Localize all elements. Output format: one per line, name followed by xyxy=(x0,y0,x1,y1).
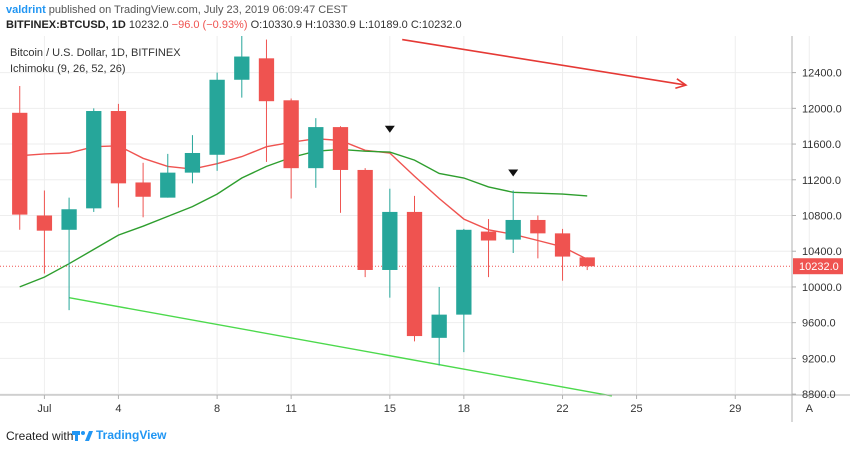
candle-body xyxy=(36,215,53,231)
y-tick-label: 10800.0 xyxy=(802,211,842,223)
y-tick-label: 9600.0 xyxy=(802,318,836,330)
chart-footer: Created with TradingView xyxy=(0,422,850,450)
candle-body xyxy=(135,182,151,197)
candle-body xyxy=(110,111,127,184)
candle-body xyxy=(12,112,28,215)
candle-body xyxy=(332,127,349,170)
y-tick-label: 10000.0 xyxy=(802,282,842,294)
created-with-text: Created with xyxy=(6,429,74,443)
trend-arrow-head xyxy=(675,78,688,90)
current-price-tag: 10232.0 xyxy=(793,258,843,275)
x-tick-label: 25 xyxy=(630,403,642,415)
x-tick-label: A xyxy=(806,403,814,415)
candle-body xyxy=(283,100,299,169)
ohlc-summary: BITFINEX:BTCUSD, 1D 10232.0 −96.0 (−0.93… xyxy=(6,19,462,31)
candle-body xyxy=(431,314,447,338)
price-chart[interactable]: 12400.0 12000.0 11600.0 11200.0 10800.0 10400… xyxy=(0,36,850,422)
published-text: published on TradingView.com, July 23, 2… xyxy=(48,4,348,16)
candle-body xyxy=(258,58,275,102)
y-tick-label: 12400.0 xyxy=(802,68,842,80)
markers xyxy=(384,125,519,177)
y-tick-label: 11600.0 xyxy=(802,139,841,151)
candle-body xyxy=(382,211,398,270)
author-name[interactable]: valdrint xyxy=(6,4,46,16)
candle-body xyxy=(61,209,77,230)
x-axis[interactable]: Jul 4 8 11 15 18 22 25 29 A xyxy=(37,395,814,415)
x-tick-label: 11 xyxy=(285,403,296,415)
candle-body xyxy=(86,111,102,209)
indicator-label[interactable]: Ichimoku (9, 26, 52, 26) xyxy=(10,63,126,75)
trendline-lower-line xyxy=(68,297,613,397)
price-tag-label: 10232.0 xyxy=(799,261,839,273)
down-triangle-marker xyxy=(384,125,395,133)
tradingview-logo-icon xyxy=(72,431,93,441)
candle-body xyxy=(406,211,423,337)
change-value: −96.0 (−0.93%) xyxy=(171,19,248,31)
high-value: H:10330.9 xyxy=(305,19,356,31)
trend-arrow-line xyxy=(402,38,687,86)
publish-info: valdrint published on TradingView.com, J… xyxy=(6,4,348,16)
x-tick-label: 4 xyxy=(115,403,121,415)
candle-body xyxy=(554,233,571,257)
y-tick-label: 9200.0 xyxy=(802,353,836,365)
x-tick-label: 22 xyxy=(556,403,568,415)
candle-body xyxy=(480,231,497,241)
candle-body xyxy=(579,257,595,267)
y-tick-label: 8800.0 xyxy=(802,389,836,401)
close-value: C:10232.0 xyxy=(410,19,462,31)
candle-body xyxy=(456,229,472,315)
ichimoku-green-line xyxy=(19,148,588,288)
y-tick-label: 12000.0 xyxy=(802,103,842,115)
y-axis[interactable]: 12400.0 12000.0 11600.0 11200.0 10800.0 10400… xyxy=(792,68,842,401)
x-tick-label: Jul xyxy=(37,403,51,415)
candle-body xyxy=(308,127,324,169)
y-tick-label: 11200.0 xyxy=(802,175,841,187)
price-tag-background xyxy=(793,258,843,275)
symbol-line: BITFINEX:BTCUSD, 1D xyxy=(6,19,126,31)
chart-header: valdrint published on TradingView.com, J… xyxy=(0,0,850,36)
candle-body xyxy=(209,79,225,155)
x-tick-label: 29 xyxy=(729,403,741,415)
candle-body xyxy=(357,169,373,270)
x-tick-label: 8 xyxy=(214,403,220,415)
tradingview-brand: TradingView xyxy=(96,428,167,442)
last-value: 10232.0 xyxy=(128,19,169,31)
candle-body xyxy=(234,56,250,80)
tradingview-logo[interactable]: TradingView xyxy=(72,428,166,442)
candle-body xyxy=(160,172,176,198)
open-value: O:10330.9 xyxy=(250,19,302,31)
x-tick-label: 15 xyxy=(384,403,396,415)
down-triangle-marker xyxy=(508,169,519,177)
candle-body xyxy=(505,219,521,240)
y-tick-label: 10400.0 xyxy=(802,246,842,258)
candle-body xyxy=(184,152,201,173)
low-value: L:10189.0 xyxy=(358,19,408,31)
candle-body xyxy=(530,219,546,234)
x-tick-label: 18 xyxy=(458,403,470,415)
chart-title: Bitcoin / U.S. Dollar, 1D, BITFINEX xyxy=(10,47,181,59)
candles xyxy=(12,36,595,366)
